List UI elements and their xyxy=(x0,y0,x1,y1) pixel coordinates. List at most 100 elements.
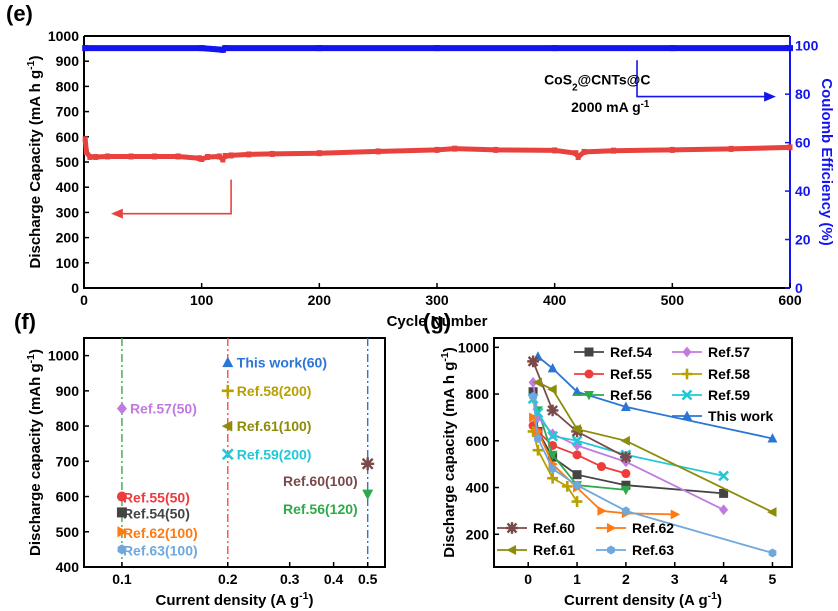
chart-g: 0 1 2 3 4 5 200 400 600 800 1000 Current density (A… xyxy=(439,337,793,609)
point-ref-61 xyxy=(547,384,557,395)
point-ref-62 xyxy=(117,526,128,538)
point-ref-56 xyxy=(362,489,374,501)
point-discharge xyxy=(493,146,499,153)
y-tick-label: 800 xyxy=(56,418,80,434)
point-discharge xyxy=(434,146,440,153)
point-label: Ref.59(200) xyxy=(237,446,312,462)
point-ref-59 xyxy=(547,430,559,442)
legend-marker-ref-59 xyxy=(681,389,693,401)
x-tick-label: 0.5 xyxy=(358,571,378,587)
point-ref-63 xyxy=(534,434,542,443)
point-ref-60 xyxy=(361,457,375,471)
x-tick-label: 5 xyxy=(769,571,777,587)
point-this-work xyxy=(222,356,234,368)
point-ref-55 xyxy=(596,462,606,472)
x-tick-label: 0 xyxy=(80,292,88,308)
point-discharge xyxy=(105,153,111,160)
y-tick-label: 200 xyxy=(56,230,80,246)
point-coulomb xyxy=(316,45,323,52)
legend-label-ref-54: Ref.54 xyxy=(610,344,652,360)
point-label: Ref.57(50) xyxy=(130,400,197,416)
y2-tick-label: 0 xyxy=(795,280,803,296)
point-label: Ref.55(50) xyxy=(123,490,190,506)
x-tick-label: 400 xyxy=(543,292,567,308)
point-this-work xyxy=(547,362,558,373)
legend-label-ref-61: Ref.61 xyxy=(533,542,575,558)
y-tick-label: 600 xyxy=(56,489,80,505)
y-tick-label: 100 xyxy=(56,255,80,271)
point-ref-55 xyxy=(621,469,631,479)
x-tick-label: 0.1 xyxy=(112,571,132,587)
x-tick-label: 3 xyxy=(671,571,679,587)
panel-label-g: (g) xyxy=(423,309,451,334)
point-ref-61 xyxy=(767,507,777,518)
x-tick-label: 2 xyxy=(622,571,630,587)
point-label: This work(60) xyxy=(237,355,327,371)
right-axis-arrow xyxy=(636,60,773,98)
point-ref-59 xyxy=(718,470,730,482)
right-axis-arrowhead xyxy=(764,91,776,102)
point-discharge xyxy=(552,147,558,154)
point-ref-63 xyxy=(548,464,557,474)
point-ref-62 xyxy=(529,412,539,423)
point-ref-62 xyxy=(597,505,607,516)
point-coulomb xyxy=(198,45,205,52)
y-tick-label: 0 xyxy=(71,280,79,296)
y2-tick-label: 40 xyxy=(795,183,811,199)
legend-label-ref-62: Ref.62 xyxy=(632,520,674,536)
point-coulomb xyxy=(222,45,229,52)
point-ref-63 xyxy=(573,480,581,490)
y-tick-label: 700 xyxy=(56,104,80,120)
x-tick-label: 300 xyxy=(425,292,449,308)
point-ref-55 xyxy=(116,491,127,502)
point-ref-58 xyxy=(547,472,559,484)
point-ref-61 xyxy=(571,424,582,435)
y-tick-label: 600 xyxy=(56,129,80,145)
y-axis-label: Discharge capacity (mA h g-1) xyxy=(439,347,458,558)
y2-tick-label: 60 xyxy=(795,135,811,151)
point-ref-55 xyxy=(572,450,582,460)
point-ref-61 xyxy=(620,435,630,446)
point-discharge xyxy=(573,150,579,157)
y-tick-label: 900 xyxy=(56,383,80,399)
point-discharge xyxy=(222,152,228,159)
point-discharge xyxy=(152,153,158,160)
point-coulomb xyxy=(82,45,89,52)
x-tick-label: 600 xyxy=(778,292,802,308)
legend-marker-ref-62 xyxy=(606,523,617,533)
point-this-work xyxy=(572,386,582,396)
x-tick-label: 0.2 xyxy=(218,571,238,587)
y-tick-label: 200 xyxy=(466,526,490,542)
legend-marker-ref-60 xyxy=(506,522,518,534)
point-discharge xyxy=(575,153,581,160)
x-tick-label: 0 xyxy=(524,571,532,587)
y-tick-label: 1000 xyxy=(48,348,79,364)
point-coulomb xyxy=(669,45,676,52)
point-discharge xyxy=(93,153,99,160)
point-discharge xyxy=(452,145,458,152)
point-discharge xyxy=(199,155,205,162)
y-tick-label: 900 xyxy=(56,53,80,69)
point-ref-60 xyxy=(527,355,539,368)
legend-marker-ref-63 xyxy=(607,545,615,555)
y2-axis-label: Coulomb Efficiency (%) xyxy=(818,78,835,246)
axes-frame xyxy=(83,337,386,568)
point-ref-54 xyxy=(621,480,631,490)
y2-tick-label: 100 xyxy=(795,38,819,54)
point-ref-54 xyxy=(572,470,582,480)
x-tick-label: 200 xyxy=(308,292,332,308)
y-tick-label: 800 xyxy=(466,386,490,402)
point-this-work xyxy=(767,433,778,443)
point-coulomb xyxy=(787,45,793,52)
point-discharge xyxy=(316,150,322,157)
legend-marker-ref-58 xyxy=(681,368,693,380)
point-label: Ref.58(200) xyxy=(237,383,312,399)
point-ref-62 xyxy=(670,509,681,520)
point-discharge xyxy=(787,144,793,151)
left-axis-arrow xyxy=(113,179,232,215)
y-tick-label: 1000 xyxy=(458,339,489,355)
point-ref-58 xyxy=(571,496,583,507)
legend-marker-this-work xyxy=(682,410,692,421)
y-axis-label: Discharge capacity (mAh g-1) xyxy=(25,349,44,556)
chart-e: 0 100 200 300 400 500 600010020030040050060070… xyxy=(25,28,835,330)
